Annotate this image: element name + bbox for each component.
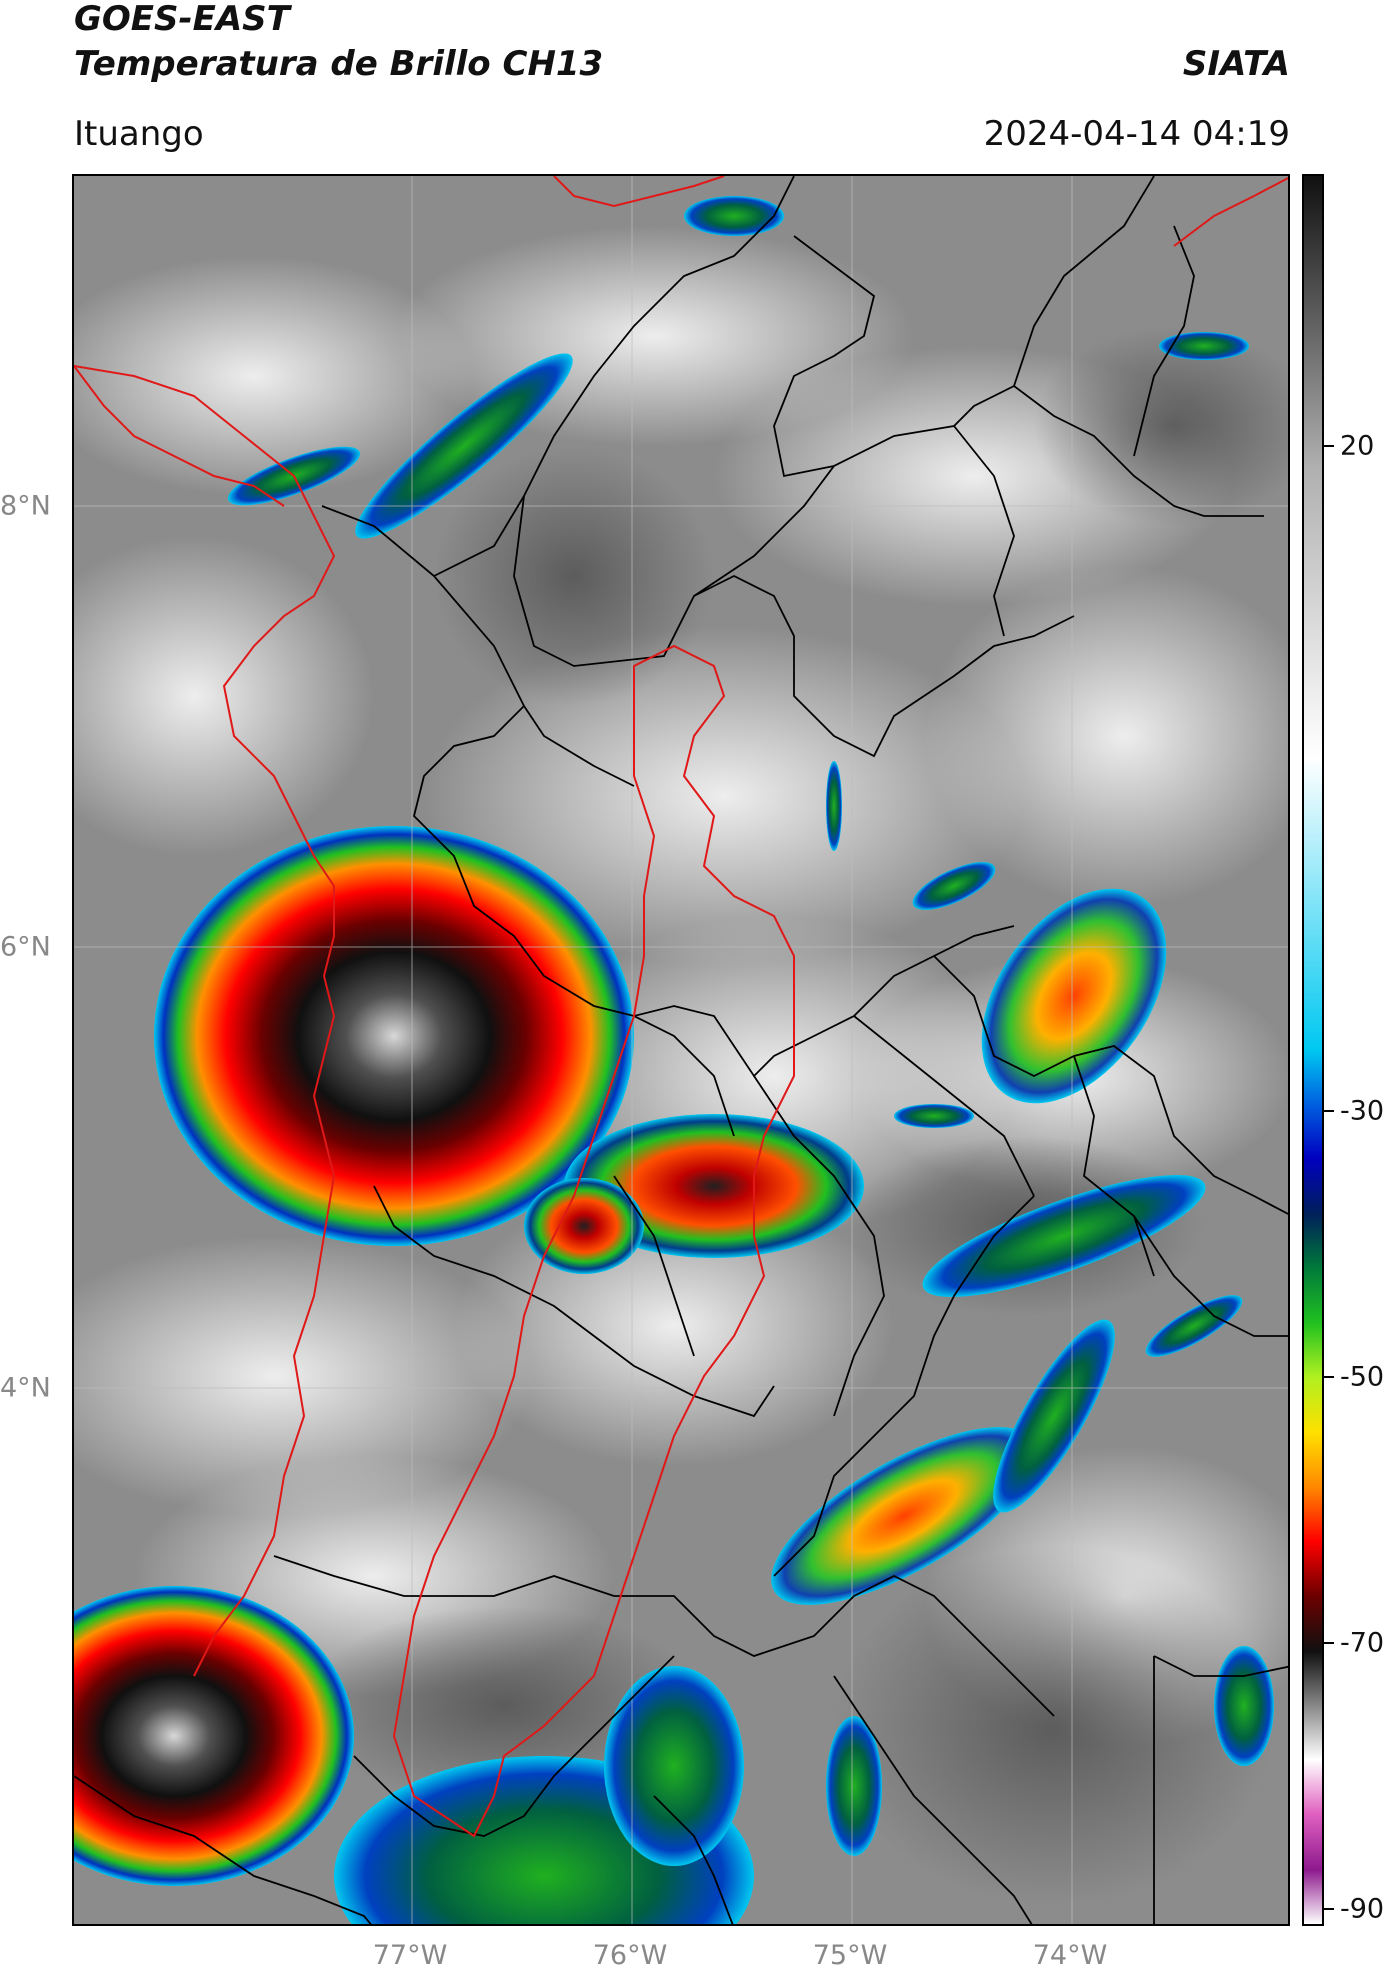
cloud-texture <box>74 226 1288 1906</box>
lon-label-77w: 77°W <box>372 1940 448 1971</box>
product-title: Temperatura de Brillo CH13 <box>74 44 604 84</box>
lon-label-75w: 75°W <box>812 1940 888 1971</box>
lon-label-76w: 76°W <box>592 1940 668 1971</box>
graticule <box>74 176 1288 1924</box>
datetime-label: 2024-04-14 04:19 <box>983 114 1290 154</box>
colorbar-tick <box>1324 445 1334 447</box>
main-storm-cell <box>154 826 634 1246</box>
colorbar-tick <box>1324 1642 1334 1644</box>
storm-cell-small <box>524 1178 644 1274</box>
colorbar-label-minus90: -90 <box>1340 1893 1384 1925</box>
satellite-map[interactable] <box>72 174 1290 1926</box>
storm-cell-southeast <box>771 1427 1037 1605</box>
lat-label-6n: 6°N <box>0 931 51 963</box>
region-borders <box>74 176 1288 1838</box>
satellite-title: GOES-EAST <box>74 0 290 39</box>
lat-label-4n: 4°N <box>0 1372 51 1404</box>
colorbar-label-minus30: -30 <box>1340 1095 1384 1127</box>
organization-label: SIATA <box>1182 44 1290 84</box>
lat-label-8n: 8°N <box>0 490 51 522</box>
colorbar-tick <box>1324 1908 1334 1910</box>
colorbar-label-minus70: -70 <box>1340 1627 1384 1659</box>
colorbar-tick <box>1324 1110 1334 1112</box>
colorbar-label-minus50: -50 <box>1340 1361 1384 1393</box>
colorbar-label-20: 20 <box>1340 430 1375 462</box>
location-label: Ituango <box>74 114 204 154</box>
storm-cell-southwest <box>74 1586 354 1886</box>
map-svg <box>74 176 1288 1924</box>
department-borders <box>74 176 1288 1924</box>
colorbar-tick <box>1324 1376 1334 1378</box>
temperature-colorbar <box>1302 174 1324 1926</box>
lon-label-74w: 74°W <box>1032 1940 1108 1971</box>
